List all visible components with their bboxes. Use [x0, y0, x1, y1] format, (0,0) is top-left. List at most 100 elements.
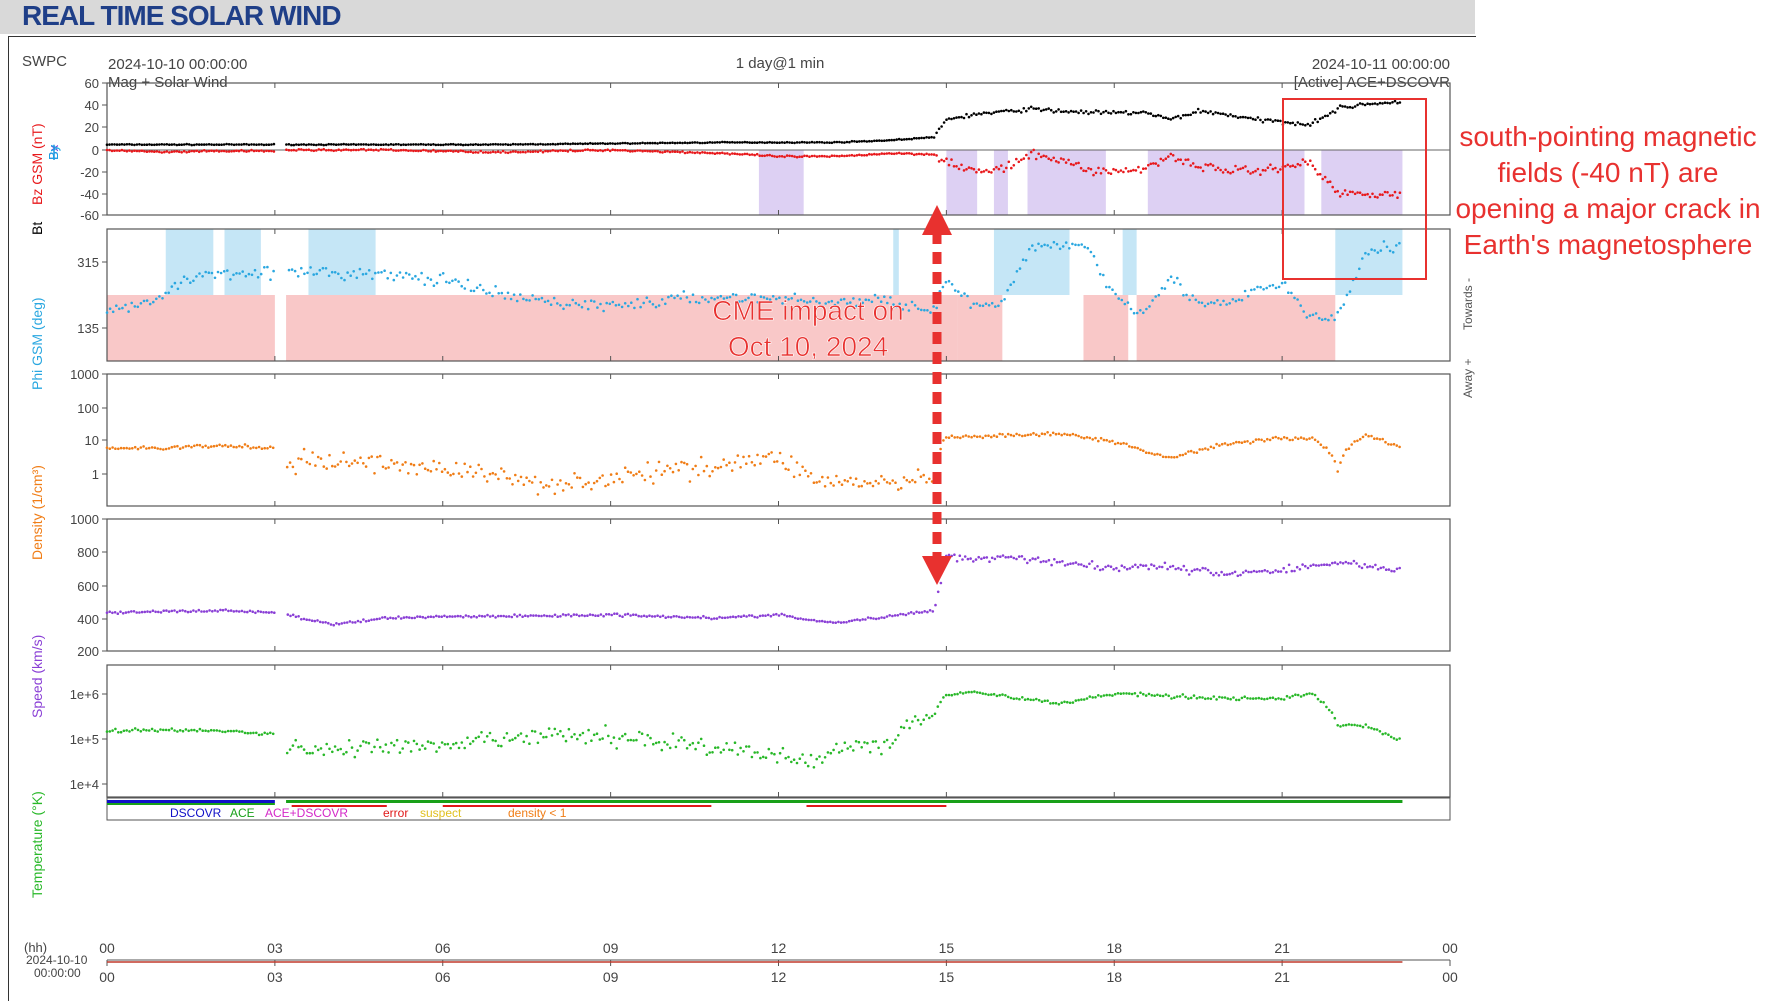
phi-point — [1049, 246, 1053, 249]
bz-point — [892, 152, 896, 156]
phi-point — [324, 267, 328, 270]
bz-south-band — [993, 150, 1008, 215]
bt-point — [329, 143, 333, 146]
bt-point — [1391, 101, 1394, 104]
temp-point — [826, 751, 830, 754]
bt-point — [270, 143, 273, 146]
speed-point — [254, 611, 257, 615]
bz-point — [307, 148, 311, 151]
bz-point — [531, 150, 535, 153]
bz-point — [210, 149, 213, 152]
speed-point — [680, 616, 684, 619]
bt-point — [696, 141, 699, 144]
speed-point — [313, 619, 317, 623]
phi-point — [895, 305, 898, 309]
density-point — [311, 451, 314, 454]
density-point — [674, 462, 678, 466]
bt-point — [225, 142, 228, 146]
bt-point — [1164, 116, 1168, 119]
phi-point — [537, 298, 541, 301]
bz-point — [681, 150, 684, 153]
phi-point — [1132, 311, 1136, 315]
bz-point — [300, 148, 303, 151]
status-panel — [106, 797, 1451, 821]
temp-point — [505, 732, 509, 735]
speed-point — [588, 613, 592, 616]
bz-point — [315, 149, 318, 152]
bz-point — [1154, 162, 1158, 165]
bt-point — [1254, 118, 1257, 121]
density-point — [322, 465, 326, 468]
bz-point — [384, 148, 388, 151]
temp-point — [767, 747, 771, 751]
density-point — [840, 483, 844, 487]
temp-point — [1358, 724, 1362, 728]
bz-point — [155, 150, 159, 153]
density-point — [837, 480, 841, 484]
density-point — [314, 464, 317, 467]
temp-point — [764, 756, 768, 759]
speed-point — [416, 615, 419, 618]
speed-point — [173, 609, 176, 612]
temp-point — [1195, 697, 1199, 700]
speed-point — [753, 615, 756, 619]
bz-label: Bz GSM (nT) — [29, 123, 45, 205]
bz-point — [429, 150, 433, 153]
bz-point — [1219, 168, 1222, 172]
bt-point — [1353, 105, 1357, 108]
speed-point — [1007, 555, 1010, 559]
bt-point — [1383, 101, 1387, 104]
bt-point — [324, 143, 328, 147]
temp-point — [426, 740, 430, 743]
bz-point — [1236, 168, 1240, 171]
phi-point — [349, 274, 353, 278]
temp-point — [139, 730, 143, 733]
phi-point — [1327, 318, 1330, 322]
density-point — [1125, 442, 1128, 446]
temp-point — [1091, 696, 1094, 699]
bz-point — [439, 149, 443, 153]
speed-point — [648, 614, 651, 617]
phi-point — [713, 297, 716, 301]
bt-point — [496, 143, 500, 146]
temp-point — [919, 723, 923, 726]
temp-point — [125, 729, 128, 732]
density-point — [1066, 433, 1069, 437]
density-point — [1054, 432, 1058, 436]
error-bar — [442, 805, 712, 807]
density-point — [187, 444, 190, 448]
temp-point — [877, 746, 880, 750]
bt-point — [295, 143, 298, 146]
speed-point — [1026, 561, 1029, 565]
density-point — [1037, 434, 1041, 438]
bt-point — [1029, 105, 1033, 109]
phi-point — [836, 301, 840, 304]
speed-point — [1322, 563, 1326, 566]
density-point — [623, 466, 627, 470]
bt-point — [1286, 121, 1290, 124]
density-point — [730, 469, 734, 472]
phi-point — [1305, 316, 1309, 319]
temp-point — [1167, 694, 1170, 698]
density-point — [235, 445, 238, 449]
speed-point — [305, 618, 309, 621]
bz-point — [935, 154, 938, 157]
density-point — [224, 443, 227, 447]
density-point — [1277, 436, 1280, 440]
temp-point — [843, 741, 847, 744]
speed-point — [1282, 566, 1285, 570]
speed-point — [872, 617, 875, 620]
bt-point — [892, 138, 896, 142]
phi-point — [565, 303, 568, 307]
density-point — [1006, 432, 1010, 436]
bt-point — [476, 143, 480, 146]
speed-point — [1387, 568, 1391, 571]
bt-label: Bt — [29, 222, 45, 235]
speed-point — [1123, 566, 1126, 569]
temp-point — [1246, 697, 1249, 700]
temp-point — [319, 747, 323, 750]
bz-point — [631, 150, 634, 153]
phi-point — [1376, 251, 1380, 254]
phi-point — [1098, 272, 1102, 276]
bt-point — [564, 142, 567, 145]
